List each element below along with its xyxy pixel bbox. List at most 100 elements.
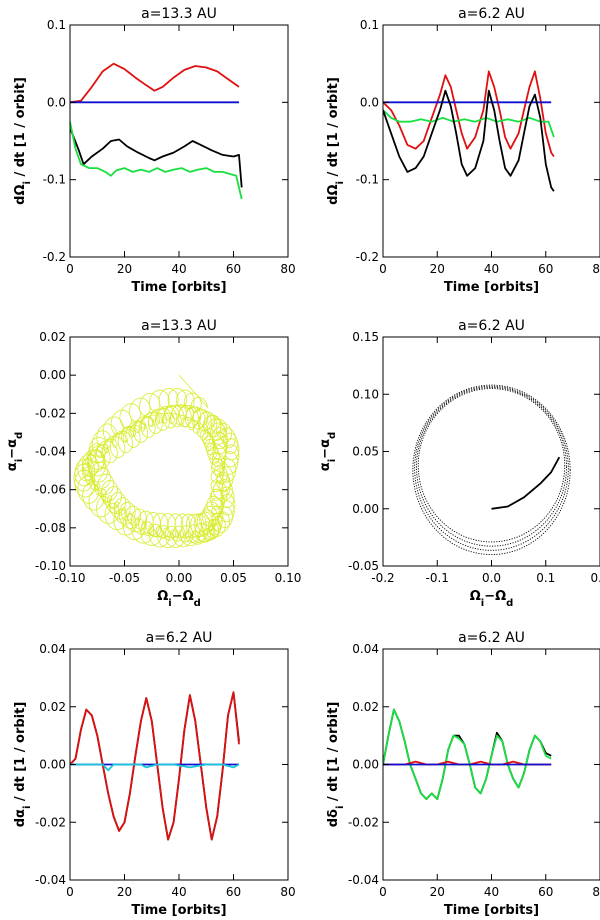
y-tick-label: 0.15 bbox=[352, 330, 379, 344]
x-tick-label: 0.0 bbox=[482, 571, 501, 585]
series-ellipse-ring bbox=[412, 384, 571, 556]
x-tick-label: 0.1 bbox=[536, 571, 555, 585]
x-tick-label: -0.1 bbox=[426, 571, 449, 585]
x-tick-label: 80 bbox=[280, 885, 295, 899]
series-line-red bbox=[70, 691, 240, 841]
series-line-green bbox=[383, 109, 555, 138]
series-loops-trajectory bbox=[73, 374, 240, 549]
y-tick-label: 0.02 bbox=[39, 330, 66, 344]
series-ellipse-ring bbox=[414, 385, 569, 551]
y-tick-label: 0.05 bbox=[352, 445, 379, 459]
chart-title: a=13.3 AU bbox=[141, 6, 217, 22]
series-line-spiral-in bbox=[491, 456, 561, 510]
x-tick-label: 20 bbox=[117, 885, 132, 899]
y-tick-label: -0.04 bbox=[35, 873, 66, 887]
y-tick-label: 0.02 bbox=[39, 700, 66, 714]
series-line-red bbox=[70, 62, 240, 104]
series-ellipse-ring bbox=[416, 386, 567, 547]
x-axis-label: Time [orbits] bbox=[444, 903, 539, 918]
chart-title: a=6.2 AU bbox=[458, 630, 525, 646]
x-axis-label: Time [orbits] bbox=[131, 903, 226, 918]
x-tick-label: 0.05 bbox=[220, 571, 247, 585]
chart-title: a=13.3 AU bbox=[141, 318, 217, 334]
x-axis-label: Time [orbits] bbox=[131, 280, 226, 295]
series-line-green bbox=[70, 121, 243, 200]
chart-panel-4: -0.2 -0.1 0.0 0.1 0.2 -0.05 0.00 0.05 0.10 0.15 a=… bbox=[318, 318, 600, 609]
x-tick-label: 0 bbox=[66, 262, 74, 276]
x-tick-label: 60 bbox=[538, 885, 553, 899]
series-line-black bbox=[70, 127, 243, 188]
plot-area bbox=[70, 62, 243, 200]
x-tick-label: 60 bbox=[226, 262, 241, 276]
x-tick-label: -0.2 bbox=[371, 571, 394, 585]
x-tick-label: 20 bbox=[430, 262, 445, 276]
y-tick-label: 0.0 bbox=[360, 95, 379, 109]
y-tick-label: 0.00 bbox=[39, 368, 66, 382]
series-line-red bbox=[383, 70, 555, 158]
plot-area bbox=[70, 691, 240, 841]
y-tick-label: 0.00 bbox=[352, 502, 379, 516]
x-tick-label: 0.10 bbox=[275, 571, 302, 585]
x-axis-label: Time [orbits] bbox=[444, 280, 539, 295]
x-tick-label: 20 bbox=[430, 885, 445, 899]
y-axis-label: αi−αd bbox=[5, 432, 25, 471]
y-tick-label: -0.05 bbox=[348, 559, 379, 573]
y-tick-label: -0.04 bbox=[348, 873, 379, 887]
x-tick-label: 0 bbox=[379, 885, 387, 899]
chart-panel-1: 0 20 40 60 80 -0.2 -0.1 0.0 0.1 a=13.3 AU Time [or… bbox=[13, 6, 296, 295]
y-tick-label: 0.10 bbox=[352, 387, 379, 401]
x-tick-label: 80 bbox=[280, 262, 295, 276]
x-tick-label: 40 bbox=[484, 262, 499, 276]
y-tick-label: -0.1 bbox=[356, 173, 379, 187]
plot-area bbox=[412, 384, 571, 556]
y-tick-label: 0.02 bbox=[352, 700, 379, 714]
chart-panel-3: -0.10 -0.05 0.00 0.05 0.10 -0.10 -0.08 -0.06 -0.… bbox=[5, 318, 301, 609]
series-line-black bbox=[383, 89, 555, 192]
chart-title: a=6.2 AU bbox=[146, 630, 213, 646]
y-tick-label: -0.08 bbox=[35, 521, 66, 535]
x-tick-label: 40 bbox=[484, 885, 499, 899]
chart-panel-6: 0 20 40 60 80 -0.04 -0.02 0.00 0.02 0.04 a=6.2 AU T… bbox=[326, 630, 600, 918]
plot-area bbox=[73, 374, 240, 549]
x-tick-label: -0.05 bbox=[109, 571, 140, 585]
x-axis-label: Ωi−Ωd bbox=[470, 589, 514, 609]
x-tick-label: 0.2 bbox=[590, 571, 600, 585]
y-axis-label: dΩi / dt [1 / orbit] bbox=[326, 77, 346, 205]
chart-title: a=6.2 AU bbox=[458, 318, 525, 334]
chart-panel-5: 0 20 40 60 80 -0.04 -0.02 0.00 0.02 0.04 a=6.2 AU T… bbox=[13, 630, 296, 918]
y-axis-label: dδi / dt [1 / orbit] bbox=[326, 702, 346, 828]
x-tick-label: 0 bbox=[66, 885, 74, 899]
y-tick-label: -0.02 bbox=[348, 815, 379, 829]
x-axis-label: Ωi−Ωd bbox=[157, 589, 201, 609]
x-tick-label: 20 bbox=[117, 262, 132, 276]
y-tick-label: 0.00 bbox=[39, 758, 66, 772]
x-tick-label: 40 bbox=[171, 262, 186, 276]
x-tick-label: 80 bbox=[592, 262, 600, 276]
y-tick-label: 0.04 bbox=[39, 642, 66, 656]
y-tick-label: 0.00 bbox=[352, 758, 379, 772]
plot-area bbox=[383, 708, 552, 800]
y-tick-label: 0.04 bbox=[352, 642, 379, 656]
y-tick-label: -0.02 bbox=[35, 406, 66, 420]
y-tick-label: -0.06 bbox=[35, 483, 66, 497]
y-axis-label: dαi / dt [1 / orbit] bbox=[13, 702, 33, 828]
y-tick-label: -0.2 bbox=[356, 250, 379, 264]
y-axis-label: αi−αd bbox=[318, 432, 338, 471]
x-tick-label: 80 bbox=[592, 885, 600, 899]
y-axis-label: dΩi / dt [1 / orbit] bbox=[13, 77, 33, 205]
x-tick-label: 60 bbox=[226, 885, 241, 899]
x-tick-label: 0 bbox=[379, 262, 387, 276]
y-tick-label: -0.04 bbox=[35, 445, 66, 459]
x-tick-label: -0.10 bbox=[54, 571, 85, 585]
y-tick-label: -0.1 bbox=[43, 173, 66, 187]
x-tick-label: 60 bbox=[538, 262, 553, 276]
series-line-green bbox=[383, 708, 552, 800]
y-tick-label: -0.2 bbox=[43, 250, 66, 264]
y-tick-label: -0.10 bbox=[35, 559, 66, 573]
y-tick-label: 0.1 bbox=[360, 18, 379, 32]
x-tick-label: 0.00 bbox=[166, 571, 193, 585]
y-tick-label: -0.02 bbox=[35, 815, 66, 829]
series-line-cyan bbox=[70, 763, 240, 772]
plot-area bbox=[383, 70, 555, 192]
